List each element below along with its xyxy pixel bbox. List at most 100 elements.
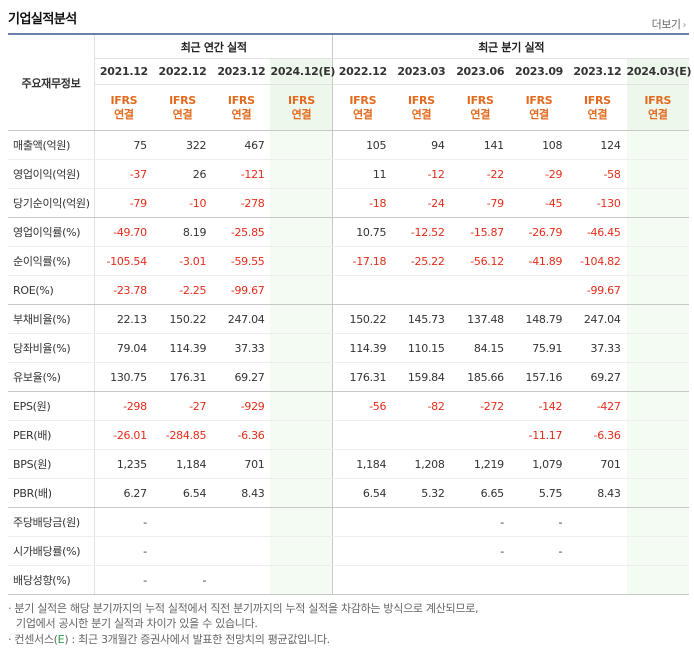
table-cell [270, 507, 333, 537]
table-cell: 69.27 [212, 362, 271, 392]
table-cell [568, 565, 627, 595]
table-cell: 1,208 [392, 449, 451, 479]
basis-label: 연결 [291, 107, 312, 121]
table-cell: - [450, 536, 510, 566]
ifrs-header: IFRS 연결 [568, 84, 627, 131]
ifrs-label: IFRS [644, 93, 672, 107]
table-cell: 5.32 [392, 478, 451, 508]
period-header: 2023.12 [212, 58, 271, 85]
table-row: 매출액(억원) 75 322 467 105 94 141 108 124 [8, 130, 689, 160]
ifrs-label: IFRS [169, 93, 196, 107]
row-label: BPS(원) [8, 449, 95, 479]
more-label[interactable]: 더보기 [651, 18, 681, 31]
table-cell: 150.22 [332, 304, 393, 334]
table-cell [270, 565, 333, 595]
group-header-annual: 최근 연간 실적 [94, 34, 333, 59]
footnote-3-suffix: ) : 최근 3개월간 증권사에서 발표한 전망치의 평균값입니다. [64, 633, 330, 646]
table-cell [392, 275, 451, 305]
table-cell [626, 333, 689, 363]
period-header: 2023.03 [392, 58, 451, 85]
table-cell [626, 449, 689, 479]
table-cell [626, 159, 689, 189]
table-cell: 37.33 [212, 333, 271, 363]
table-cell: - [94, 565, 153, 595]
period-header: 2024.12(E) [270, 58, 335, 85]
table-cell: 130.75 [94, 362, 153, 392]
basis-label: 연결 [411, 107, 432, 121]
table-cell [270, 159, 333, 189]
ifrs-label: IFRS [466, 93, 494, 107]
table-cell: -278 [212, 188, 271, 218]
table-cell: 10.75 [332, 217, 393, 247]
table-cell [626, 304, 689, 334]
table-cell: 247.04 [568, 304, 627, 334]
table-row: 영업이익률(%) -49.70 8.19 -25.85 10.75 -12.52 -15.8… [8, 217, 689, 247]
table-cell [392, 536, 451, 566]
table-cell: 26 [152, 159, 213, 189]
table-cell: 11 [332, 159, 393, 189]
table-cell: -2.25 [152, 275, 213, 305]
footnote-1: · 분기 실적은 해당 분기까지의 누적 실적에서 직전 분기까지의 누적 실적… [8, 602, 479, 615]
table-cell: 114.39 [152, 333, 213, 363]
table-cell [450, 420, 510, 450]
group-header-quarter: 최근 분기 실적 [332, 34, 689, 59]
table-cell: 124 [568, 130, 627, 160]
more-link[interactable]: 더보기 › [651, 16, 687, 32]
table-cell [332, 507, 393, 537]
period-header: 2023.12 [568, 58, 627, 85]
table-cell: -23.78 [94, 275, 153, 305]
table-cell: 110.15 [392, 333, 451, 363]
table-cell [332, 420, 393, 450]
footnote-2: 기업에서 공시한 분기 실적과 차이가 있을 수 있습니다. [16, 617, 258, 630]
ifrs-label: IFRS [288, 93, 315, 107]
table-cell: 701 [568, 449, 627, 479]
ifrs-header: IFRS 연결 [509, 84, 569, 131]
table-cell: 79.04 [94, 333, 153, 363]
table-cell: -37 [94, 159, 153, 189]
table-cell: 1,184 [332, 449, 393, 479]
table-cell [626, 130, 689, 160]
table-cell [270, 449, 333, 479]
table-cell: 145.73 [392, 304, 451, 334]
table-cell [626, 217, 689, 247]
table-cell: 1,184 [152, 449, 213, 479]
table-cell: -79 [450, 188, 510, 218]
table-cell: -105.54 [94, 246, 153, 276]
table-cell [212, 565, 271, 595]
table-row: 당좌비율(%) 79.04 114.39 37.33 114.39 110.15 84.15… [8, 333, 689, 363]
table-cell: -17.18 [332, 246, 393, 276]
table-cell: -99.67 [568, 275, 627, 305]
row-label: 부채비율(%) [8, 304, 95, 334]
table-cell: 1,079 [509, 449, 569, 479]
table-cell: 322 [152, 130, 213, 160]
table-cell: -27 [152, 391, 213, 421]
table-cell: -12 [392, 159, 451, 189]
table-cell [450, 275, 510, 305]
table-cell: -59.55 [212, 246, 271, 276]
financial-table: 주요재무정보 최근 연간 실적 최근 분기 실적 2021.12 2022.12 2… [8, 33, 692, 595]
table-cell: 137.48 [450, 304, 510, 334]
table-cell: 176.31 [332, 362, 393, 392]
ifrs-header: IFRS 연결 [152, 84, 213, 131]
ifrs-label: IFRS [407, 93, 435, 107]
table-cell: -26.01 [94, 420, 153, 450]
row-label: PBR(배) [8, 478, 95, 508]
table-cell [270, 391, 333, 421]
table-cell [392, 507, 451, 537]
table-cell: - [152, 565, 213, 595]
table-cell [392, 420, 451, 450]
table-cell [332, 275, 393, 305]
table-cell: 141 [450, 130, 510, 160]
table-cell: 1,219 [450, 449, 510, 479]
period-header: 2022.12 [332, 58, 393, 85]
table-cell: -104.82 [568, 246, 627, 276]
table-cell: 75.91 [509, 333, 569, 363]
table-cell: -41.89 [509, 246, 569, 276]
table-cell: 5.75 [509, 478, 569, 508]
table-cell: -3.01 [152, 246, 213, 276]
table-cell: 75 [94, 130, 153, 160]
table-cell: -45 [509, 188, 569, 218]
table-cell: -121 [212, 159, 271, 189]
table-cell: 159.84 [392, 362, 451, 392]
table-cell [392, 565, 451, 595]
